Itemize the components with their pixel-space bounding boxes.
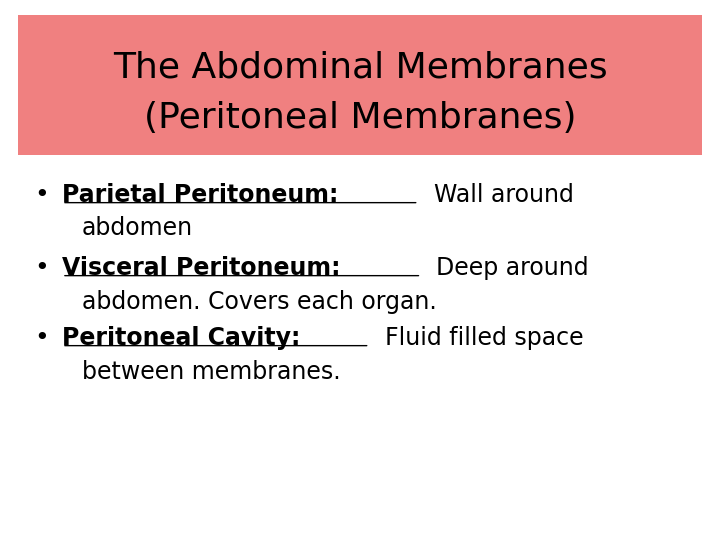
- Text: Parietal Peritoneum:: Parietal Peritoneum:: [62, 183, 338, 207]
- Text: abdomen. Covers each organ.: abdomen. Covers each organ.: [82, 290, 437, 314]
- Text: Visceral Peritoneum:: Visceral Peritoneum:: [62, 256, 341, 280]
- Text: Wall around: Wall around: [418, 183, 574, 207]
- Text: Peritoneal Cavity:: Peritoneal Cavity:: [62, 326, 300, 350]
- Text: between membranes.: between membranes.: [82, 360, 341, 384]
- Text: Fluid filled space: Fluid filled space: [369, 326, 583, 350]
- Text: Deep around: Deep around: [421, 256, 589, 280]
- Text: •: •: [35, 183, 50, 207]
- FancyBboxPatch shape: [18, 15, 702, 155]
- Text: •: •: [35, 256, 50, 280]
- Text: (Peritoneal Membranes): (Peritoneal Membranes): [144, 101, 576, 135]
- Text: •: •: [35, 326, 50, 350]
- Text: abdomen: abdomen: [82, 216, 193, 240]
- Text: The Abdominal Membranes: The Abdominal Membranes: [113, 51, 607, 85]
